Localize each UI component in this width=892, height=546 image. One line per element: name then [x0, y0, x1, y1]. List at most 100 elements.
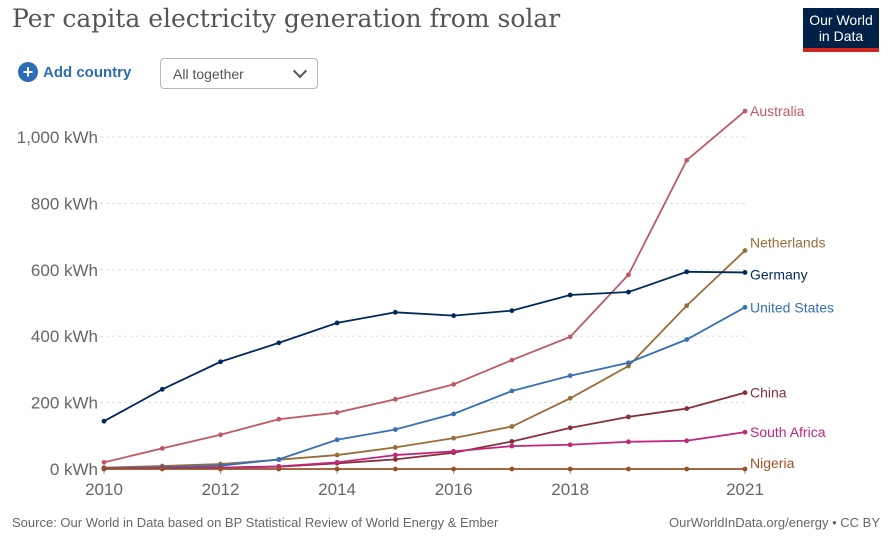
data-point-germany [276, 340, 282, 346]
data-point-netherlands [742, 248, 748, 253]
data-point-netherlands [626, 363, 631, 369]
data-point-south-africa [684, 438, 690, 444]
data-point-australia [567, 334, 573, 340]
series-label-united-states: United States [750, 299, 834, 315]
credit-note[interactable]: OurWorldInData.org/energy • CC BY [669, 515, 880, 530]
data-point-netherlands [684, 303, 690, 309]
series-line-germany [103, 270, 746, 422]
y-tick-label: 0 kWh [50, 460, 98, 479]
logo-line-1: Our World [809, 12, 873, 28]
series-label-china: China [750, 385, 787, 401]
data-point-germany [451, 313, 457, 319]
data-point-south-africa [392, 452, 398, 458]
series-label-nigeria: Nigeria [750, 455, 795, 471]
data-point-south-africa [451, 449, 457, 454]
data-point-nigeria [567, 466, 573, 472]
data-point-united-states [334, 437, 340, 443]
data-point-australia [392, 396, 398, 402]
data-point-australia [451, 381, 457, 387]
data-point-united-states [276, 456, 282, 462]
series-label-australia: Australia [750, 103, 805, 119]
data-point-united-states [392, 427, 398, 432]
y-tick-label: 800 kWh [31, 194, 98, 213]
x-tick-label: 2010 [85, 480, 123, 499]
add-country-button[interactable]: + Add country [18, 62, 131, 82]
data-point-nigeria [742, 466, 748, 472]
x-tick-label: 2016 [435, 480, 473, 499]
series-line-china [103, 391, 746, 470]
data-point-united-states [684, 337, 690, 342]
data-point-netherlands [567, 395, 573, 401]
owid-logo[interactable]: Our World in Data [803, 8, 879, 52]
plus-circle-icon: + [18, 62, 38, 82]
data-point-germany [218, 359, 223, 365]
series-label-south-africa: South Africa [750, 424, 826, 440]
data-point-nigeria [159, 466, 165, 472]
data-point-nigeria [101, 466, 107, 472]
data-point-south-africa [509, 443, 515, 449]
y-tick-label: 1,000 kWh [17, 128, 98, 147]
data-point-australia [101, 459, 107, 465]
chart-title: Per capita electricity generation from s… [12, 4, 561, 33]
series-line-netherlands [103, 249, 746, 469]
data-point-germany [159, 386, 165, 392]
data-point-germany [626, 289, 631, 295]
data-point-nigeria [684, 466, 690, 472]
data-point-united-states [509, 388, 515, 394]
y-tick-label: 400 kWh [31, 327, 98, 346]
data-point-australia [159, 446, 165, 451]
data-point-united-states [742, 304, 748, 310]
data-point-netherlands [451, 435, 457, 441]
data-point-australia [334, 410, 340, 415]
x-tick-label: 2014 [318, 480, 356, 499]
data-point-australia [218, 432, 223, 438]
data-point-germany [567, 292, 573, 298]
data-point-germany [742, 270, 748, 275]
data-point-nigeria [218, 466, 223, 472]
data-point-china [684, 406, 690, 411]
data-point-nigeria [334, 466, 340, 472]
data-point-nigeria [392, 466, 398, 472]
data-point-china [392, 456, 398, 462]
data-point-united-states [451, 411, 457, 417]
data-point-netherlands [392, 445, 398, 450]
data-point-south-africa [334, 459, 340, 465]
data-point-china [567, 425, 573, 431]
data-point-netherlands [509, 424, 515, 429]
data-point-nigeria [451, 466, 457, 472]
data-point-south-africa [742, 429, 748, 435]
add-country-label: Add country [43, 63, 132, 81]
series-label-germany: Germany [750, 266, 808, 282]
series-line-south-africa [103, 431, 746, 470]
x-tick-label: 2012 [202, 480, 240, 499]
data-point-nigeria [509, 466, 515, 472]
data-point-australia [509, 357, 515, 363]
x-tick-label: 2021 [726, 480, 764, 499]
data-point-australia [684, 157, 690, 163]
series-label-netherlands: Netherlands [750, 235, 826, 251]
data-point-nigeria [626, 466, 631, 472]
data-point-china [509, 439, 515, 444]
series-line-australia [103, 110, 746, 464]
source-note: Source: Our World in Data based on BP St… [12, 515, 499, 530]
data-point-china [742, 390, 748, 396]
data-point-united-states [567, 373, 573, 379]
data-point-united-states [626, 360, 631, 366]
data-point-nigeria [276, 466, 282, 472]
data-point-germany [684, 269, 690, 275]
series-mode-select[interactable]: All together [160, 58, 318, 89]
data-point-germany [101, 418, 107, 424]
data-point-germany [334, 320, 340, 326]
y-tick-label: 600 kWh [31, 261, 98, 280]
data-point-south-africa [567, 442, 573, 448]
data-point-australia [276, 416, 282, 422]
y-tick-label: 200 kWh [31, 394, 98, 413]
series-mode-value: All together [173, 65, 244, 82]
data-point-germany [509, 308, 515, 314]
data-point-china [626, 414, 631, 420]
data-point-australia [626, 272, 631, 278]
data-point-south-africa [626, 439, 631, 445]
data-point-australia [742, 108, 748, 114]
series-line-united-states [103, 306, 746, 470]
